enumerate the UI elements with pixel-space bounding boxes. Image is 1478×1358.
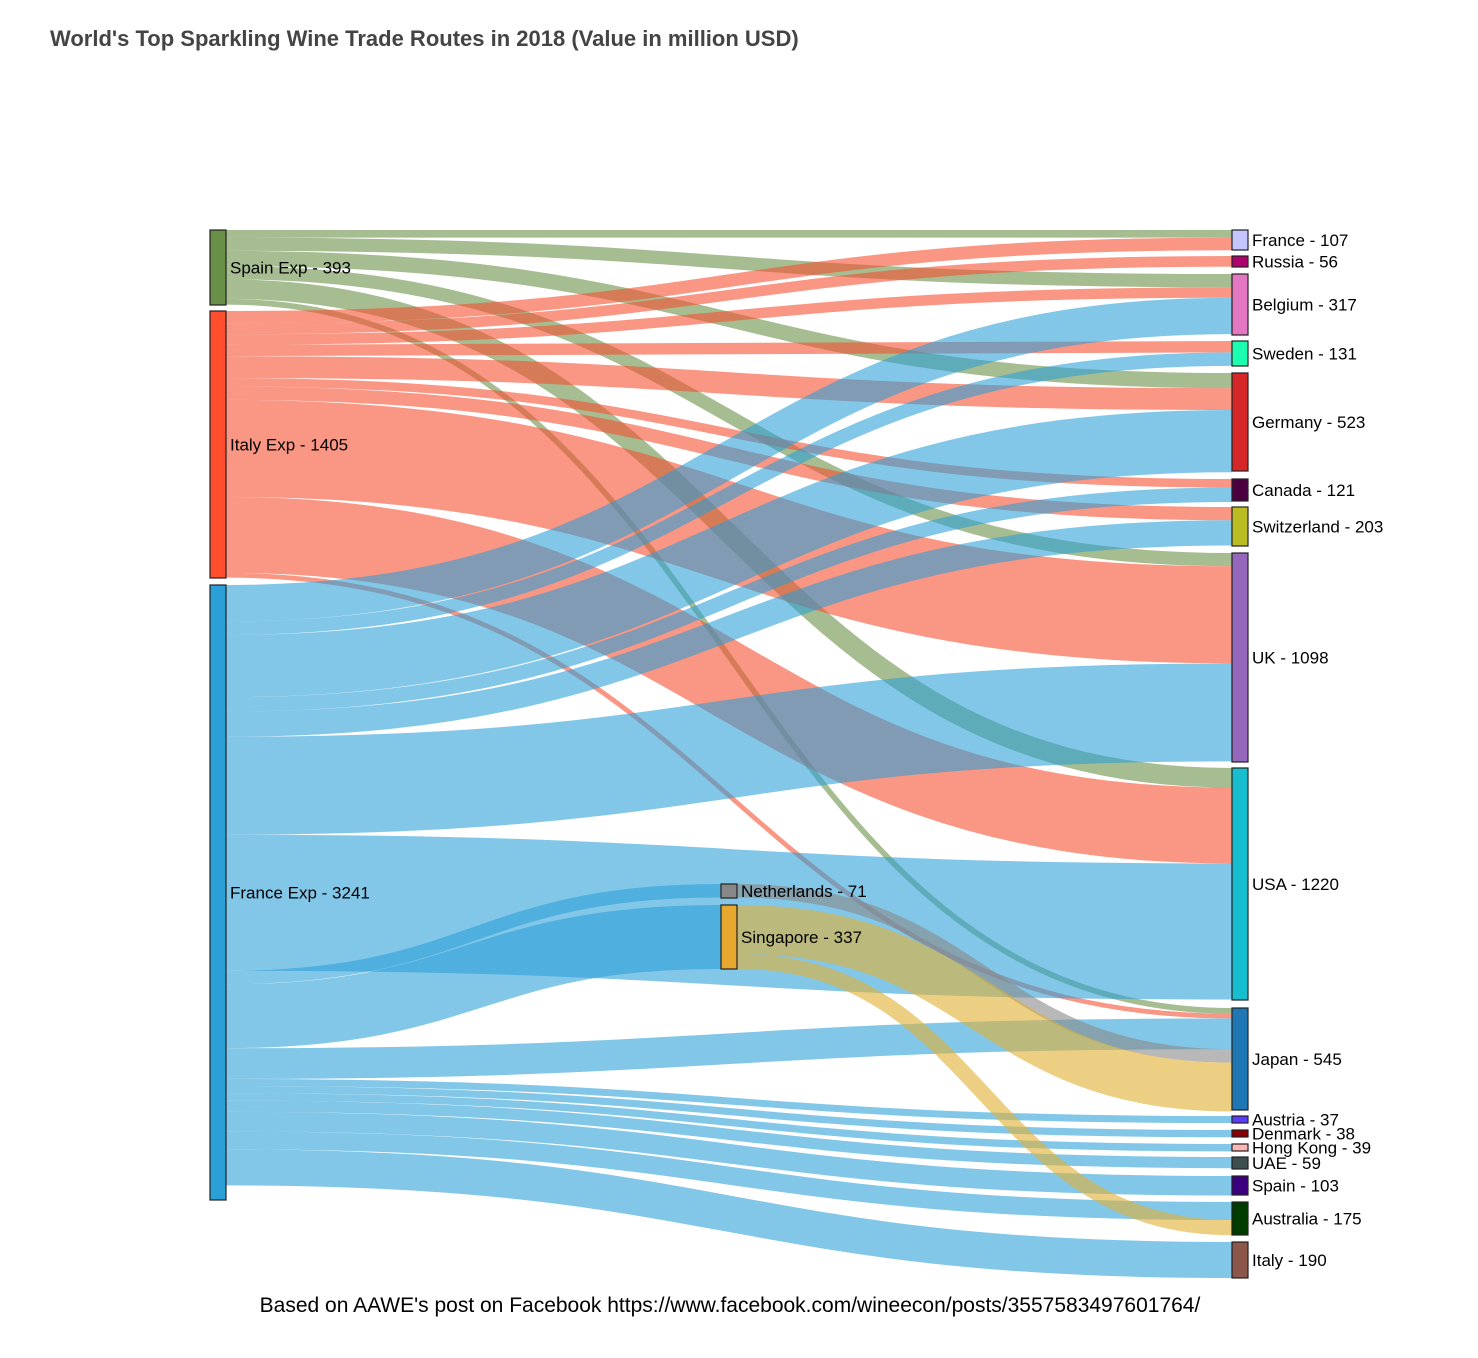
link-france-exp-to-australia[interactable] [225, 1131, 1233, 1221]
link-italy-exp-to-usa[interactable] [225, 496, 1233, 864]
node-bar[interactable] [1231, 478, 1249, 502]
node-canada-2[interactable]: Canada - 121 [1231, 478, 1355, 502]
node-bar[interactable] [1231, 552, 1249, 763]
node-bar[interactable] [1231, 1241, 1249, 1279]
node-spain-2[interactable]: Spain - 103 [1231, 1175, 1339, 1196]
node-bar[interactable] [1231, 1007, 1249, 1111]
node-bar[interactable] [1231, 372, 1249, 472]
node-label: Russia - 56 [1252, 253, 1338, 272]
node-netherlands-1[interactable]: Netherlands - 71 [720, 882, 867, 901]
node-bar[interactable] [1231, 229, 1249, 251]
node-label: Singapore - 337 [741, 928, 862, 947]
node-label: France - 107 [1252, 231, 1348, 250]
node-label: Italy - 190 [1252, 1251, 1327, 1270]
node-bar[interactable] [1231, 1129, 1249, 1138]
link-france-exp-to-sweden[interactable] [225, 352, 1233, 635]
link-france-exp-to-canada[interactable] [225, 487, 1233, 712]
node-italy-exp[interactable]: Italy Exp - 1405 [209, 310, 348, 579]
node-label: UK - 1098 [1252, 649, 1329, 668]
node-label: Hong Kong - 39 [1252, 1139, 1371, 1158]
chart-title: World's Top Sparkling Wine Trade Routes … [50, 26, 799, 51]
link-singapore-to-australia[interactable] [736, 953, 1233, 1236]
nodes-layer: Spain Exp - 393 Italy Exp - 1405 France Ex… [209, 229, 1383, 1279]
node-austria-2[interactable]: Austria - 37 [1231, 1111, 1339, 1130]
link-france-exp-to-denmark[interactable] [225, 1085, 1233, 1138]
link-italy-exp-to-belgium[interactable] [225, 287, 1233, 345]
node-bar[interactable] [1231, 255, 1249, 268]
node-label: UAE - 59 [1252, 1154, 1321, 1173]
node-bar[interactable] [1231, 1156, 1249, 1170]
node-label: Sweden - 131 [1252, 345, 1357, 364]
node-singapore-1[interactable]: Singapore - 337 [720, 904, 862, 970]
link-france-exp-to-italy[interactable] [225, 1149, 1233, 1279]
node-label: USA - 1220 [1252, 875, 1339, 894]
link-italy-exp-to-sweden[interactable] [225, 341, 1233, 357]
link-singapore-to-japan[interactable] [736, 905, 1233, 1112]
link-italy-exp-to-russia[interactable] [225, 255, 1233, 335]
node-bar[interactable] [720, 883, 738, 899]
node-label: Japan - 545 [1252, 1050, 1342, 1069]
node-australia-2[interactable]: Australia - 175 [1231, 1201, 1362, 1236]
node-label: Denmark - 38 [1252, 1125, 1355, 1144]
node-label: Netherlands - 71 [741, 882, 867, 901]
node-bar[interactable] [209, 584, 227, 1201]
node-label: Australia - 175 [1252, 1210, 1362, 1229]
node-bar[interactable] [209, 310, 227, 579]
node-label: Spain - 103 [1252, 1177, 1339, 1196]
node-uae-2[interactable]: UAE - 59 [1231, 1154, 1321, 1173]
link-italy-exp-to-france[interactable] [225, 237, 1233, 324]
node-sweden-2[interactable]: Sweden - 131 [1231, 340, 1357, 367]
links-layer [225, 229, 1233, 1279]
node-label: Spain Exp - 393 [230, 259, 351, 278]
link-france-exp-to-spain[interactable] [225, 1111, 1233, 1196]
link-spain-exp-to-belgium[interactable] [225, 237, 1233, 288]
node-label: Switzerland - 203 [1252, 518, 1383, 537]
node-france-exp[interactable]: France Exp - 3241 [209, 584, 370, 1201]
node-label: Austria - 37 [1252, 1111, 1339, 1130]
link-france-exp-to-austria[interactable] [225, 1078, 1233, 1124]
link-france-exp-to-uk[interactable] [225, 663, 1233, 835]
node-bar[interactable] [1231, 1201, 1249, 1236]
link-netherlands-to-japan[interactable] [736, 883, 1233, 1063]
link-france-exp-to-switzerland[interactable] [225, 520, 1233, 737]
link-france-exp-to-germany[interactable] [225, 410, 1233, 698]
link-italy-exp-to-germany[interactable] [225, 356, 1233, 411]
node-uk-2[interactable]: UK - 1098 [1231, 552, 1329, 763]
link-france-exp-to-belgium[interactable] [225, 297, 1233, 622]
node-bar[interactable] [1231, 1115, 1249, 1124]
node-label: Germany - 523 [1252, 413, 1365, 432]
node-germany-2[interactable]: Germany - 523 [1231, 372, 1365, 472]
node-label: Italy Exp - 1405 [230, 436, 348, 455]
node-bar[interactable] [209, 229, 227, 306]
node-usa-2[interactable]: USA - 1220 [1231, 767, 1339, 1001]
node-bar[interactable] [1231, 1175, 1249, 1196]
node-russia-2[interactable]: Russia - 56 [1231, 253, 1338, 272]
node-spain-exp[interactable]: Spain Exp - 393 [209, 229, 351, 306]
node-label: France Exp - 3241 [230, 884, 370, 903]
node-label: Belgium - 317 [1252, 296, 1357, 315]
node-bar[interactable] [1231, 340, 1249, 367]
node-denmark-2[interactable]: Denmark - 38 [1231, 1125, 1355, 1144]
node-japan-2[interactable]: Japan - 545 [1231, 1007, 1342, 1111]
node-belgium-2[interactable]: Belgium - 317 [1231, 273, 1357, 336]
node-bar[interactable] [1231, 1143, 1249, 1152]
link-france-exp-to-netherlands[interactable] [225, 883, 722, 985]
node-bar[interactable] [1231, 767, 1249, 1001]
chart-footer-source: Based on AAWE's post on Facebook https:/… [259, 1294, 1201, 1317]
link-france-exp-to-singapore[interactable] [225, 905, 722, 1049]
node-italy-2[interactable]: Italy - 190 [1231, 1241, 1327, 1279]
node-switzerland-2[interactable]: Switzerland - 203 [1231, 506, 1383, 547]
node-hong-kong-2[interactable]: Hong Kong - 39 [1231, 1139, 1371, 1158]
node-bar[interactable] [720, 904, 738, 970]
node-bar[interactable] [1231, 273, 1249, 336]
node-france-2[interactable]: France - 107 [1231, 229, 1348, 251]
node-bar[interactable] [1231, 506, 1249, 547]
node-label: Canada - 121 [1252, 481, 1355, 500]
